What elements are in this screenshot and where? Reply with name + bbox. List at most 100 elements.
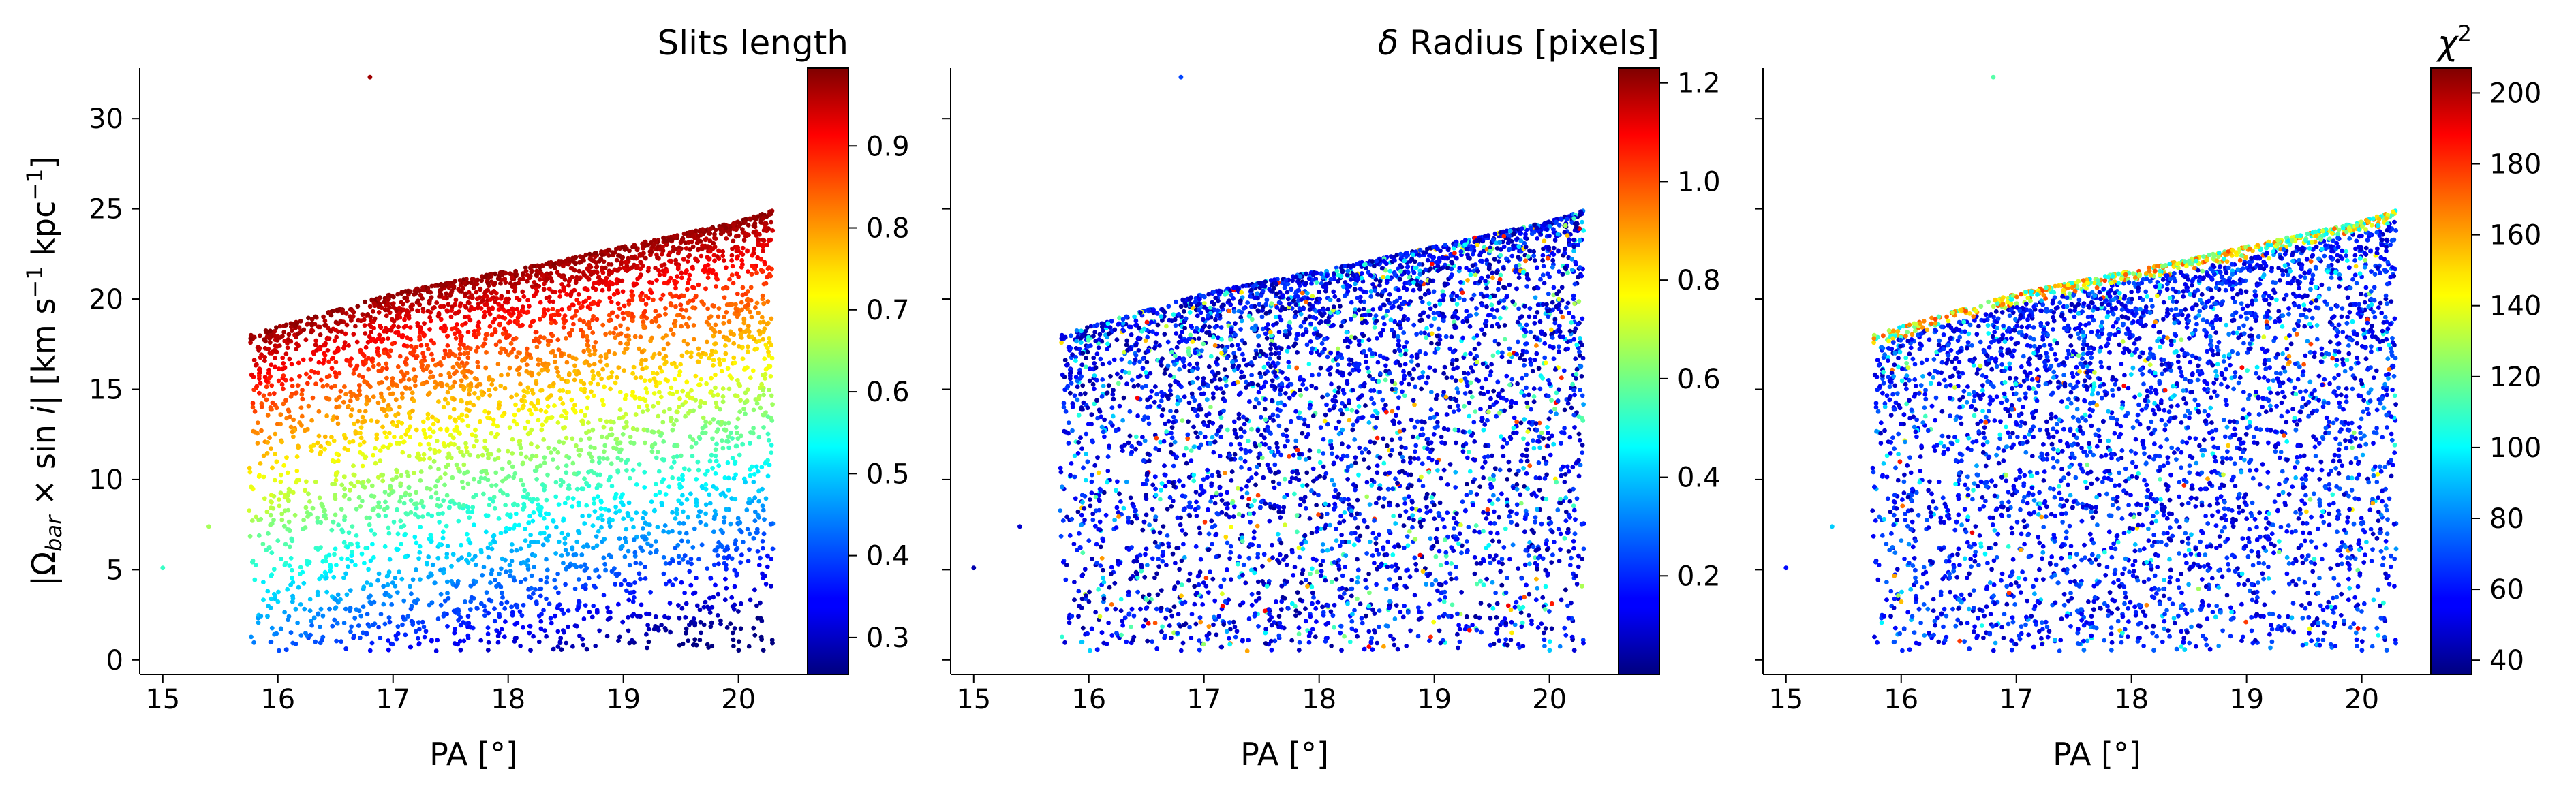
scatter-point <box>558 478 564 482</box>
scatter-point <box>1276 423 1282 428</box>
scatter-point <box>522 488 527 493</box>
scatter-point <box>680 557 686 562</box>
scatter-point <box>576 503 581 508</box>
scatter-point <box>1350 388 1355 393</box>
scatter-point <box>333 360 339 365</box>
scatter-point <box>297 420 303 425</box>
scatter-point <box>586 429 592 434</box>
scatter-point <box>400 450 405 455</box>
scatter-point <box>694 642 699 648</box>
scatter-point <box>744 398 750 403</box>
scatter-point <box>268 606 273 610</box>
scatter-point <box>353 429 358 434</box>
scatter-point <box>1516 566 1521 571</box>
scatter-point <box>399 435 404 440</box>
scatter-point <box>266 371 271 375</box>
scatter-point <box>472 391 477 396</box>
scatter-point <box>724 310 729 315</box>
scatter-point <box>458 301 463 306</box>
scatter-point <box>613 335 618 341</box>
scatter-point <box>1418 524 1424 529</box>
scatter-point <box>577 452 582 458</box>
scatter-point <box>1247 399 1252 404</box>
scatter-point <box>1311 595 1316 600</box>
scatter-point <box>656 413 661 419</box>
scatter-point <box>455 428 459 433</box>
scatter-point <box>402 295 408 300</box>
scatter-point <box>1472 439 1477 444</box>
scatter-point <box>512 501 517 507</box>
scatter-point <box>641 319 646 324</box>
scatter-point <box>668 275 673 281</box>
scatter-point <box>268 407 273 412</box>
scatter-point <box>362 379 367 384</box>
scatter-point <box>529 573 534 578</box>
scatter-points-2 <box>971 74 1586 653</box>
scatter-point <box>1566 549 1571 554</box>
scatter-point <box>729 272 735 278</box>
scatter-point <box>553 494 559 499</box>
scatter-point <box>438 567 443 573</box>
scatter-point <box>305 510 310 515</box>
scatter-point <box>430 562 435 567</box>
scatter-point <box>641 251 646 256</box>
scatter-point <box>1533 295 1538 300</box>
scatter-point <box>1552 407 1557 411</box>
scatter-point <box>277 648 281 653</box>
scatter-point <box>431 422 436 427</box>
scatter-point <box>369 601 374 606</box>
scatter-point <box>388 348 393 354</box>
scatter-point <box>651 376 657 381</box>
scatter-point <box>435 478 440 484</box>
scatter-point <box>724 555 730 561</box>
scatter-point <box>552 446 557 452</box>
scatter-point <box>357 450 363 455</box>
scatter-point <box>1581 402 1586 407</box>
scatter-point <box>442 471 448 477</box>
scatter-point <box>525 390 530 395</box>
scatter-point <box>290 321 295 326</box>
scatter-point <box>472 554 478 559</box>
scatter-point <box>660 420 666 425</box>
scatter-point <box>395 590 400 595</box>
scatter-point <box>589 389 594 394</box>
scatter-point <box>673 319 678 324</box>
scatter-point <box>570 275 575 280</box>
scatter-point <box>577 317 583 323</box>
scatter-point <box>545 472 550 478</box>
scatter-point <box>384 313 389 319</box>
scatter-point <box>1240 351 1245 357</box>
scatter-point <box>450 364 456 370</box>
scatter-point <box>464 361 470 366</box>
scatter-point <box>499 590 504 595</box>
scatter-point <box>456 446 461 450</box>
scatter-point <box>734 309 739 314</box>
scatter-point <box>341 345 346 351</box>
scatter-point <box>688 557 694 561</box>
scatter-point <box>439 381 444 386</box>
scatter-point <box>496 448 502 453</box>
scatter-point <box>484 448 489 453</box>
scatter-point <box>381 601 386 607</box>
scatter-point <box>547 533 552 539</box>
scatter-point <box>690 234 696 239</box>
scatter-point <box>550 307 555 311</box>
scatter-point <box>544 262 549 266</box>
scatter-point <box>647 280 652 285</box>
scatter-point <box>663 311 668 317</box>
scatter-point <box>596 381 600 387</box>
scatter-point <box>537 264 542 269</box>
scatter-point <box>366 356 371 361</box>
scatter-point <box>701 622 707 627</box>
scatter-point <box>447 349 453 354</box>
scatter-point <box>386 336 390 341</box>
scatter-point <box>731 238 736 244</box>
scatter-point <box>756 243 761 247</box>
scatter-point <box>495 640 501 645</box>
scatter-point <box>614 446 619 452</box>
scatter-point <box>531 510 536 515</box>
scatter-point <box>285 527 290 532</box>
scatter-point <box>332 552 337 557</box>
scatter-point <box>563 258 568 264</box>
scatter-point <box>562 425 567 430</box>
